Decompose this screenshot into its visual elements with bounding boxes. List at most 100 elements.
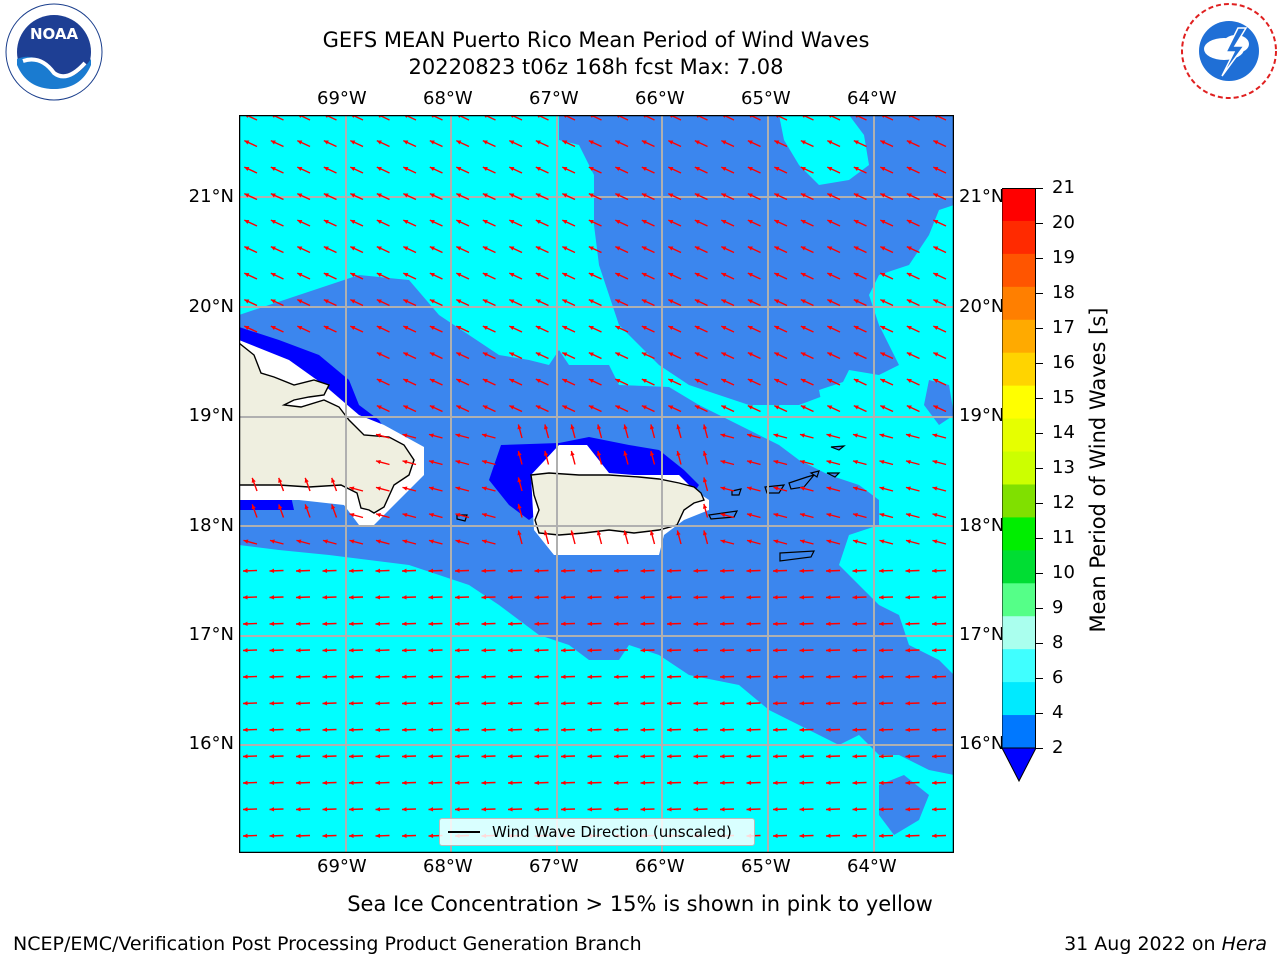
direction-arrow-head [455, 568, 460, 574]
direction-arrow-head [428, 595, 434, 600]
direction-arrow-head [322, 701, 328, 706]
direction-arrow-head [322, 568, 328, 574]
direction-arrow-head [561, 807, 566, 812]
direction-arrow-head [640, 727, 646, 733]
direction-arrow-head [852, 648, 858, 653]
direction-arrow-head [774, 299, 780, 304]
wind-wave-direction-arrows [242, 113, 947, 839]
colorbar-label: Mean Period of Wind Waves [s] [1086, 307, 1110, 633]
direction-arrow-head [562, 246, 568, 251]
colorbar-band [1002, 583, 1036, 617]
direction-arrow-head [905, 833, 911, 839]
direction-arrow-head [774, 167, 780, 171]
direction-arrow-head [879, 754, 884, 759]
direction-arrow-head [508, 754, 513, 759]
footer-date: 31 Aug 2022 on Hera [1064, 933, 1267, 955]
direction-arrow-head [375, 807, 381, 812]
direction-arrow-head [747, 352, 753, 357]
direction-arrow-head [826, 833, 831, 839]
direction-arrow-head [721, 193, 727, 198]
direction-arrow-head [481, 539, 487, 544]
direction-arrow-head [800, 326, 806, 330]
direction-arrow-head [535, 193, 541, 198]
direction-arrow-head [827, 167, 833, 171]
direction-arrow-head [296, 621, 301, 627]
direction-arrow-head [508, 595, 513, 600]
direction-arrow-head [720, 621, 725, 627]
direction-arrow-head [906, 220, 912, 224]
map-plot-area [238, 113, 955, 854]
colorbar-tick-mark [1036, 713, 1043, 714]
direction-arrow-head [747, 299, 753, 304]
direction-arrow-head [774, 246, 780, 251]
colorbar-band [1002, 418, 1036, 453]
direction-arrow-head [376, 352, 382, 357]
direction-arrow-head [905, 621, 911, 627]
direction-arrow-head [481, 486, 487, 491]
direction-arrow-head [534, 648, 540, 653]
direction-arrow-head [667, 754, 672, 759]
direction-arrow-head [509, 379, 515, 383]
direction-arrow-head [800, 220, 806, 224]
colorbar-tick-mark [1036, 223, 1043, 224]
direction-arrow-head [933, 352, 939, 357]
lon-label-bottom: 66°W [635, 856, 685, 877]
direction-arrow-head [676, 530, 681, 536]
direction-arrow-head [694, 167, 700, 171]
colorbar-tick-mark [1036, 363, 1043, 364]
direction-arrow-head [800, 405, 806, 410]
direction-arrow-head [905, 595, 911, 600]
direction-arrow-head [853, 352, 859, 357]
direction-arrow-head [747, 326, 753, 330]
direction-arrow-head [402, 648, 407, 653]
direction-arrow-head [534, 807, 540, 812]
lon-label-top: 66°W [635, 88, 685, 109]
direction-arrow-head [694, 140, 700, 145]
direction-arrow-head [561, 701, 566, 706]
direction-arrow-head [481, 807, 487, 812]
colorbar-band [1002, 616, 1036, 650]
direction-arrow-head [800, 246, 806, 251]
direction-arrow-head [694, 299, 700, 304]
direction-arrow-head [297, 273, 303, 277]
direction-arrow-head [481, 727, 487, 733]
colorbar-tick-mark [1036, 573, 1043, 574]
direction-arrow-head [852, 807, 858, 812]
direction-arrow-head [243, 701, 248, 706]
direction-arrow-head [880, 326, 886, 330]
direction-arrow-head [508, 780, 513, 786]
direction-arrow-head [667, 568, 672, 574]
direction-arrow-head [482, 193, 488, 198]
direction-arrow-head [349, 780, 354, 786]
lat-label-left: 16°N [188, 733, 234, 754]
direction-arrow-head [481, 754, 487, 759]
direction-arrow-head [297, 299, 303, 304]
direction-arrow-head [773, 539, 779, 544]
direction-arrow-head [826, 512, 832, 518]
lon-label-top: 65°W [741, 88, 791, 109]
colorbar-tick-mark [1036, 468, 1043, 469]
direction-arrow-head [482, 140, 488, 145]
direction-arrow-head [827, 273, 833, 277]
direction-arrow-head [350, 246, 356, 251]
direction-arrow-head [456, 167, 462, 171]
direction-arrow-head [323, 326, 329, 330]
direction-arrow-head [375, 433, 381, 438]
lat-label-right: 16°N [959, 733, 1005, 754]
direction-arrow-head [482, 352, 488, 357]
direction-arrow-head [880, 220, 886, 224]
colorbar-tick-mark [1036, 678, 1043, 679]
colorbar-tick-mark [1036, 398, 1043, 399]
colorbar-tick-mark [1036, 748, 1043, 749]
direction-arrow-head [455, 648, 460, 653]
direction-arrow-head [800, 352, 806, 357]
direction-arrow-head [623, 450, 628, 456]
direction-arrow-head [331, 504, 336, 510]
direction-arrow-head [561, 727, 566, 733]
direction-arrow-head [535, 299, 541, 304]
direction-arrow-head [773, 780, 778, 786]
direction-arrow-head [668, 193, 674, 198]
colorbar-band [1002, 385, 1036, 420]
direction-arrow-head [296, 727, 301, 733]
direction-arrow-head [269, 807, 275, 812]
